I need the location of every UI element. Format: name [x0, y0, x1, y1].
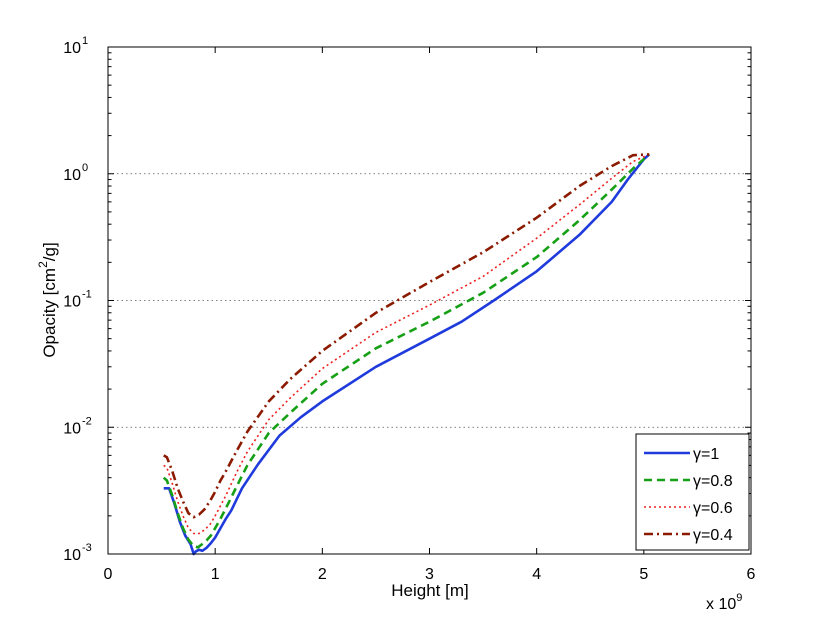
legend: γ=1 γ=0.8 γ=0.6 γ=0.4 [635, 433, 750, 551]
x-axis-label: Height [m] [391, 581, 468, 600]
y-tick-label-0: 10 [63, 547, 81, 564]
x-tick-label-6: 6 [747, 566, 756, 583]
x-multiplier: x 109 [706, 592, 742, 613]
x-tick-label-0: 0 [104, 566, 113, 583]
series-line-3 [163, 153, 650, 519]
y-axis-label: Opacity [cm2/g] [36, 242, 59, 357]
legend-label-1: γ=0.8 [693, 473, 733, 490]
y-tick-exponent-1: -2 [82, 415, 92, 427]
x-tick-label-4: 4 [532, 566, 541, 583]
y-tick-exponent-2: -1 [82, 289, 92, 301]
legend-label-2: γ=0.6 [693, 500, 733, 517]
series-line-2 [163, 153, 650, 535]
x-tick-label-3: 3 [425, 566, 434, 583]
y-tick-label-4: 10 [63, 40, 81, 57]
y-tick-exponent-0: -3 [82, 542, 92, 554]
legend-label-3: γ=0.4 [693, 527, 733, 544]
x-tick-label-5: 5 [639, 566, 648, 583]
x-tick-label-2: 2 [318, 566, 327, 583]
series-group [162, 153, 651, 556]
y-tick-exponent-4: 1 [82, 35, 88, 47]
x-tick-label-1: 1 [211, 566, 220, 583]
y-tick-label-1: 10 [63, 420, 81, 437]
y-tick-label-3: 10 [63, 167, 81, 184]
grid-lines [108, 173, 751, 428]
y-tick-label-2: 10 [63, 294, 81, 311]
x-tick-labels: 0 1 2 3 4 5 6 [104, 566, 756, 583]
series-line-1 [162, 153, 651, 549]
y-tick-exponent-3: 0 [82, 162, 88, 174]
legend-label-0: γ=1 [693, 446, 719, 463]
